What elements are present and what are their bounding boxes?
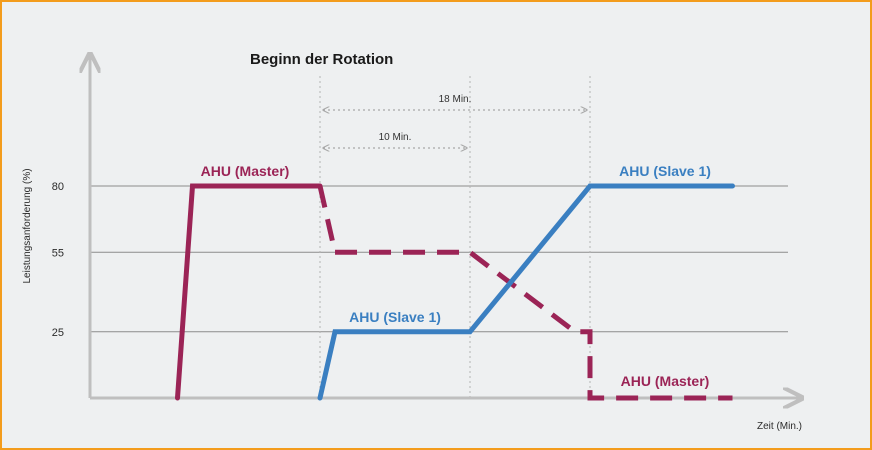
master-solid-line — [175, 183, 323, 401]
tick-labels: 80 55 25 — [52, 181, 64, 339]
slave-solid-line — [317, 183, 735, 401]
chart-title: Beginn der Rotation — [250, 51, 393, 68]
x-axis-label: Zeit (Min.) — [757, 421, 802, 432]
axes — [90, 54, 802, 398]
master-dashed-line — [317, 185, 733, 401]
series-label: AHU (Master) — [201, 163, 290, 179]
series-labels: AHU (Master) AHU (Slave 1) AHU (Slave 1) AH… — [201, 163, 711, 389]
series-label: AHU (Master) — [621, 373, 710, 389]
reference-lines — [319, 76, 591, 398]
duration-label: 10 Min. — [379, 132, 412, 143]
y-tick-label: 55 — [52, 247, 64, 259]
y-tick-label: 80 — [52, 181, 64, 193]
series-label: AHU (Slave 1) — [349, 309, 441, 325]
y-tick-label: 25 — [52, 327, 64, 339]
duration-label: 18 Min. — [439, 94, 472, 105]
series-lines — [175, 183, 735, 401]
series-label: AHU (Slave 1) — [619, 163, 711, 179]
y-axis-label: Leistungsanforderung (%) — [22, 168, 33, 283]
duration-annotations: 10 Min. 18 Min. — [323, 94, 587, 148]
